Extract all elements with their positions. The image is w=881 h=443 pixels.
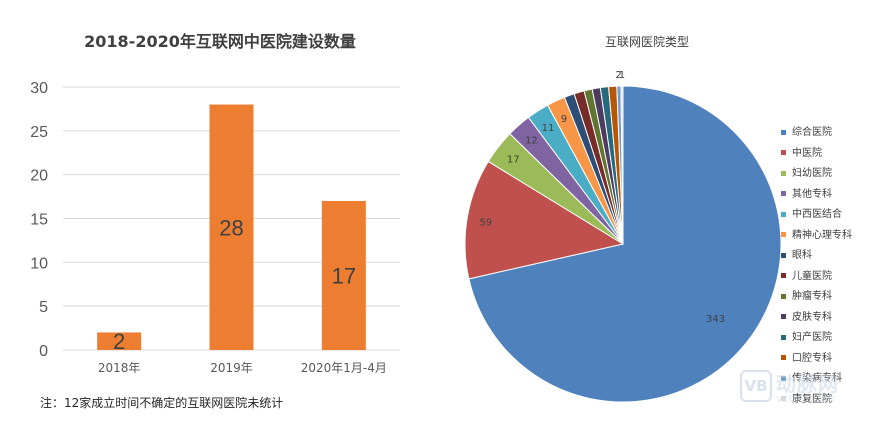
legend-label: 妇产医院 bbox=[792, 332, 832, 343]
legend-item: 皮肤专科 bbox=[781, 311, 832, 325]
legend-label: 皮肤专科 bbox=[792, 311, 832, 323]
pie-data-label: 11 bbox=[542, 123, 555, 134]
pie-chart-title: 互联网医院类型 bbox=[605, 35, 689, 49]
legend-item: 妇幼医院 bbox=[781, 167, 832, 181]
bar bbox=[209, 104, 254, 351]
legend-item: 其他专科 bbox=[781, 188, 832, 202]
legend-swatch bbox=[781, 293, 786, 299]
watermark-logo: VB bbox=[740, 370, 772, 402]
bar bbox=[321, 200, 366, 350]
x-tick-label: 2018年 bbox=[98, 361, 141, 375]
legend-item: 传染病专科 bbox=[781, 372, 842, 386]
pie-data-label: 9 bbox=[561, 114, 567, 125]
legend-label: 眼科 bbox=[792, 250, 812, 261]
legend-swatch bbox=[781, 355, 786, 360]
bar-value-label: 17 bbox=[332, 263, 356, 288]
pie-data-label: 59 bbox=[479, 217, 492, 228]
legend-swatch bbox=[781, 191, 786, 196]
watermark-text: 动脉网 bbox=[776, 372, 839, 396]
legend-swatch bbox=[781, 232, 786, 237]
legend-label: 妇幼医院 bbox=[792, 168, 832, 179]
legend-swatch bbox=[781, 273, 786, 278]
legend-label: 中西医结合 bbox=[792, 209, 842, 220]
legend-item: 康复医院 bbox=[781, 393, 832, 407]
y-tick-label: 0 bbox=[39, 343, 48, 360]
legend-swatch bbox=[781, 334, 786, 340]
x-tick-label: 2020年1月-4月 bbox=[301, 361, 387, 375]
legend-item: 综合医院 bbox=[781, 126, 832, 140]
bar-chart-title: 2018-2020年互联网中医院建设数量 bbox=[84, 32, 356, 51]
pie-data-label: 12 bbox=[525, 135, 538, 146]
legend-label: 康复医院 bbox=[792, 393, 832, 405]
legend-swatch bbox=[781, 375, 786, 381]
legend-label: 中医院 bbox=[792, 147, 822, 159]
legend-swatch bbox=[781, 314, 786, 319]
legend-item: 妇产医院 bbox=[781, 331, 832, 345]
legend-label: 肿瘤专科 bbox=[792, 291, 832, 302]
y-tick-label: 25 bbox=[30, 124, 48, 141]
watermark: VB 动脉网 vcbeat.top bbox=[740, 368, 855, 406]
legend-item: 儿童医院 bbox=[781, 270, 832, 284]
pie-slice bbox=[468, 85, 782, 403]
legend-label: 精神心理专科 bbox=[792, 229, 852, 241]
y-tick-label: 20 bbox=[30, 168, 48, 185]
legend-label: 传染病专科 bbox=[792, 373, 842, 384]
legend-label: 综合医院 bbox=[792, 127, 832, 138]
pie-data-label: 2 bbox=[615, 70, 621, 81]
legend-item: 中医院 bbox=[781, 147, 822, 161]
legend-label: 儿童医院 bbox=[792, 270, 832, 282]
legend-label: 其他专科 bbox=[792, 188, 832, 200]
legend-swatch bbox=[781, 211, 786, 217]
legend-item: 精神心理专科 bbox=[781, 229, 852, 243]
watermark-subtext: vcbeat.top bbox=[776, 392, 835, 405]
legend-item: 眼科 bbox=[781, 249, 812, 263]
legend-label: 口腔专科 bbox=[792, 352, 832, 364]
legend-item: 肿瘤专科 bbox=[781, 290, 832, 304]
y-tick-label: 15 bbox=[30, 212, 48, 229]
legend-swatch bbox=[781, 150, 786, 155]
footnote: 注：12家成立时间不确定的互联网医院未统计 bbox=[40, 395, 283, 410]
legend-swatch bbox=[781, 396, 786, 401]
bar-chart: 2018-2020年互联网中医院建设数量 0 5 10 15 20 25 30 2 2018年 28… bbox=[30, 32, 400, 410]
bar-value-label: 28 bbox=[219, 215, 243, 240]
legend-swatch bbox=[781, 129, 786, 135]
y-tick-label: 10 bbox=[30, 255, 48, 272]
legend-item: 中西医结合 bbox=[781, 208, 842, 222]
legend-item: 口腔专科 bbox=[781, 352, 832, 366]
bar-value-label: 2 bbox=[113, 329, 125, 354]
pie-slice bbox=[464, 160, 625, 280]
legend-swatch bbox=[781, 170, 786, 176]
pie-data-label: 1 bbox=[619, 70, 625, 81]
pie-slice bbox=[620, 85, 624, 245]
x-tick-label: 2019年 bbox=[210, 361, 253, 375]
pie-data-label: 343 bbox=[706, 314, 725, 325]
y-tick-label: 5 bbox=[39, 299, 48, 316]
pie-data-label: 17 bbox=[507, 155, 520, 166]
legend-swatch bbox=[781, 252, 786, 258]
y-tick-label: 30 bbox=[30, 80, 48, 97]
bar bbox=[97, 332, 142, 350]
